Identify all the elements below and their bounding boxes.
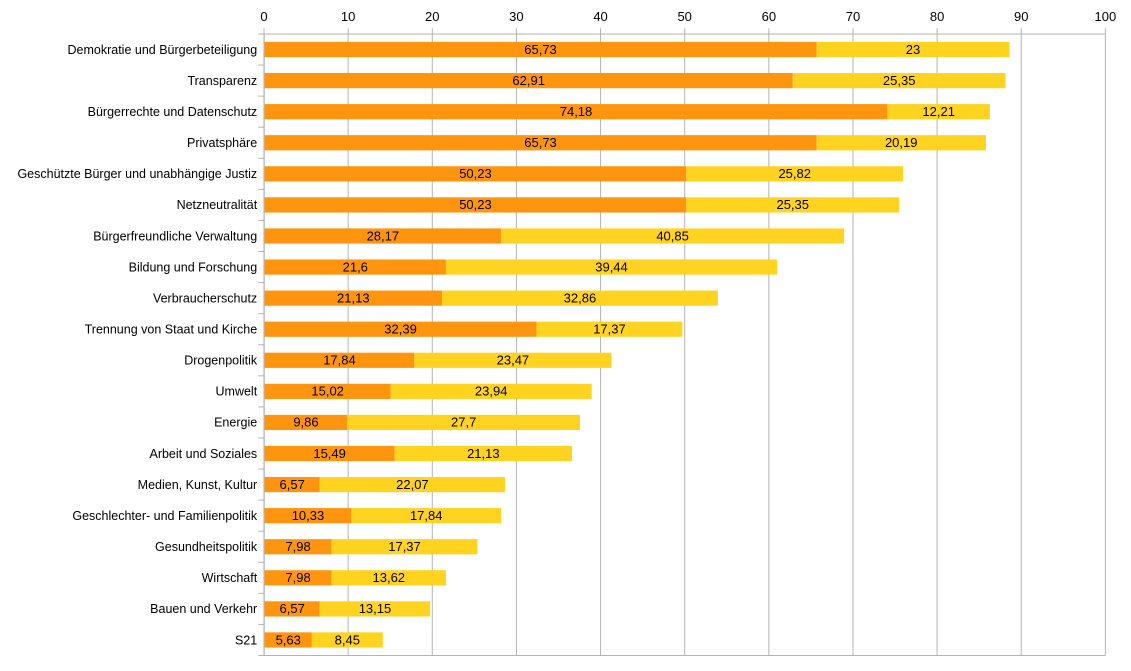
svg-text:13,15: 13,15: [359, 601, 392, 616]
svg-text:9,86: 9,86: [293, 415, 318, 430]
svg-text:30: 30: [509, 9, 523, 24]
svg-text:15,02: 15,02: [311, 384, 344, 399]
svg-text:32,39: 32,39: [384, 322, 417, 337]
svg-text:80: 80: [930, 9, 944, 24]
svg-text:Bauen und Verkehr: Bauen und Verkehr: [150, 602, 257, 616]
svg-text:60: 60: [762, 9, 776, 24]
svg-text:15,49: 15,49: [313, 446, 346, 461]
svg-text:50,23: 50,23: [459, 166, 492, 181]
svg-text:23,94: 23,94: [475, 384, 508, 399]
svg-text:Medien, Kunst, Kultur: Medien, Kunst, Kultur: [138, 478, 258, 492]
svg-text:22,07: 22,07: [396, 477, 429, 492]
svg-text:17,37: 17,37: [593, 322, 626, 337]
svg-text:17,37: 17,37: [388, 539, 421, 554]
svg-text:20,19: 20,19: [885, 135, 918, 150]
svg-text:Umwelt: Umwelt: [216, 385, 258, 399]
svg-text:Geschützte Bürger und unabhäng: Geschützte Bürger und unabhängige Justiz: [17, 167, 257, 181]
svg-text:40,85: 40,85: [656, 228, 689, 243]
svg-text:65,73: 65,73: [524, 135, 557, 150]
svg-text:6,57: 6,57: [280, 477, 305, 492]
svg-text:90: 90: [1014, 9, 1028, 24]
svg-text:74,18: 74,18: [560, 104, 593, 119]
svg-text:Wirtschaft: Wirtschaft: [202, 571, 258, 585]
svg-text:23,47: 23,47: [497, 353, 530, 368]
svg-text:50,23: 50,23: [459, 197, 492, 212]
svg-text:40: 40: [593, 9, 607, 24]
svg-text:27,7: 27,7: [451, 415, 476, 430]
svg-text:12,21: 12,21: [922, 104, 955, 119]
svg-text:21,6: 21,6: [343, 259, 368, 274]
svg-text:21,13: 21,13: [467, 446, 500, 461]
svg-text:7,98: 7,98: [285, 570, 310, 585]
svg-text:Bildung und Forschung: Bildung und Forschung: [129, 260, 258, 274]
svg-text:Netzneutralität: Netzneutralität: [177, 198, 258, 212]
svg-text:23: 23: [906, 42, 920, 57]
svg-text:25,35: 25,35: [776, 197, 809, 212]
svg-text:Arbeit und Soziales: Arbeit und Soziales: [149, 447, 257, 461]
svg-text:25,35: 25,35: [883, 73, 916, 88]
svg-text:Privatsphäre: Privatsphäre: [187, 136, 257, 150]
svg-text:65,73: 65,73: [524, 42, 557, 57]
svg-text:21,13: 21,13: [337, 290, 370, 305]
svg-text:Bürgerfreundliche Verwaltung: Bürgerfreundliche Verwaltung: [93, 229, 257, 243]
svg-text:0: 0: [260, 9, 267, 24]
svg-text:Gesundheitspolitik: Gesundheitspolitik: [155, 540, 258, 554]
svg-text:10,33: 10,33: [292, 508, 325, 523]
svg-text:Demokratie und Bürgerbeteiligu: Demokratie und Bürgerbeteiligung: [67, 43, 257, 57]
svg-text:10: 10: [341, 9, 355, 24]
svg-text:Geschlechter- und Familienpoli: Geschlechter- und Familienpolitik: [72, 509, 258, 523]
svg-text:70: 70: [846, 9, 860, 24]
svg-text:62,91: 62,91: [512, 73, 545, 88]
svg-text:20: 20: [425, 9, 439, 24]
svg-text:28,17: 28,17: [367, 228, 400, 243]
svg-text:13,62: 13,62: [373, 570, 406, 585]
svg-text:S21: S21: [235, 633, 257, 647]
svg-text:Drogenpolitik: Drogenpolitik: [184, 354, 258, 368]
svg-text:17,84: 17,84: [410, 508, 443, 523]
svg-text:39,44: 39,44: [595, 259, 628, 274]
svg-text:17,84: 17,84: [323, 353, 356, 368]
svg-text:Energie: Energie: [214, 416, 257, 430]
svg-text:8,45: 8,45: [335, 632, 360, 647]
svg-text:32,86: 32,86: [564, 290, 597, 305]
svg-text:25,82: 25,82: [778, 166, 811, 181]
svg-text:Verbraucherschutz: Verbraucherschutz: [153, 291, 257, 305]
svg-text:5,63: 5,63: [276, 632, 301, 647]
svg-text:50: 50: [677, 9, 691, 24]
svg-text:Transparenz: Transparenz: [187, 74, 257, 88]
svg-text:100: 100: [1095, 9, 1117, 24]
svg-text:6,57: 6,57: [280, 601, 305, 616]
svg-text:Bürgerrechte und Datenschutz: Bürgerrechte und Datenschutz: [88, 105, 258, 119]
svg-text:Trennung von Staat und Kirche: Trennung von Staat und Kirche: [85, 323, 258, 337]
svg-text:7,98: 7,98: [285, 539, 310, 554]
